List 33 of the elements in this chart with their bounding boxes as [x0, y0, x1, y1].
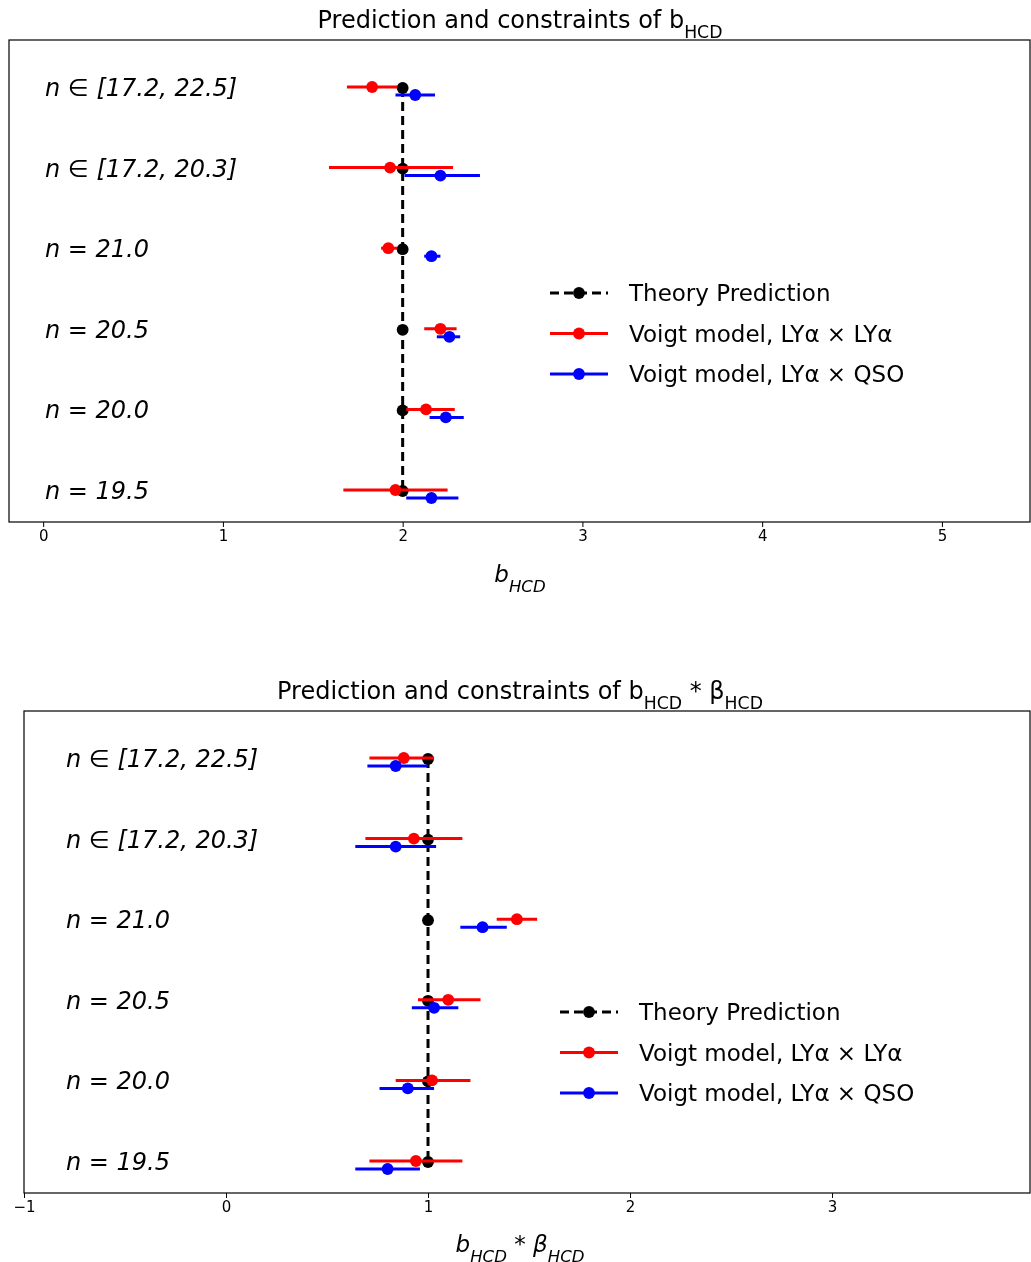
- y-tick-label: n ∈ [17.2, 20.3]: [66, 825, 259, 854]
- x-tick-label: 3: [827, 1197, 838, 1216]
- x-tick-label: 4: [757, 526, 768, 545]
- chart-title: Prediction and constraints of b$_{HCD}$ * β$_{HCD}$: [277, 677, 763, 713]
- y-tick-label: n = 19.5: [45, 477, 150, 505]
- y-tick-label: n ∈ [17.2, 22.5]: [45, 74, 238, 102]
- y-tick-label: n = 20.5: [45, 315, 150, 344]
- x-tick-label: −1: [13, 1197, 36, 1216]
- legend-label: Voigt model, LYα × QSO: [639, 1080, 915, 1106]
- legend-label: Theory Prediction: [638, 999, 841, 1025]
- x-tick-label: 1: [423, 1197, 434, 1216]
- legend-label: Voigt model, LYα × LYα: [639, 1039, 903, 1066]
- x-axis-title: b$_{HCD}$ * β$_{HCD}$: [455, 1231, 585, 1262]
- y-tick-label: n ∈ [17.2, 20.3]: [45, 154, 238, 183]
- x-tick-label: 2: [625, 1197, 636, 1216]
- x-tick-label: 5: [937, 526, 948, 545]
- x-tick-label: 0: [38, 526, 49, 545]
- x-tick-label: 0: [221, 1197, 232, 1216]
- y-tick-label: n = 21.0: [66, 906, 171, 935]
- chart-title: Prediction and constraints of b$_{HCD}$: [317, 6, 723, 42]
- legend-label: Voigt model, LYα × LYα: [629, 320, 893, 347]
- y-tick-label: n = 20.5: [66, 986, 171, 1015]
- y-tick-label: n = 19.5: [66, 1148, 171, 1176]
- x-tick-label: 3: [578, 526, 588, 545]
- y-tick-label: n = 20.0: [45, 396, 150, 425]
- y-tick-label: n ∈ [17.2, 22.5]: [66, 745, 259, 773]
- legend-label: Voigt model, LYα × QSO: [629, 361, 905, 387]
- y-tick-label: n = 21.0: [45, 235, 150, 264]
- y-tick-label: n = 20.0: [66, 1067, 171, 1096]
- legend-label: Theory Prediction: [628, 280, 831, 306]
- x-tick-label: 2: [398, 526, 408, 545]
- x-axis-title: b$_{HCD}$: [494, 561, 546, 596]
- x-tick-label: 1: [218, 526, 229, 545]
